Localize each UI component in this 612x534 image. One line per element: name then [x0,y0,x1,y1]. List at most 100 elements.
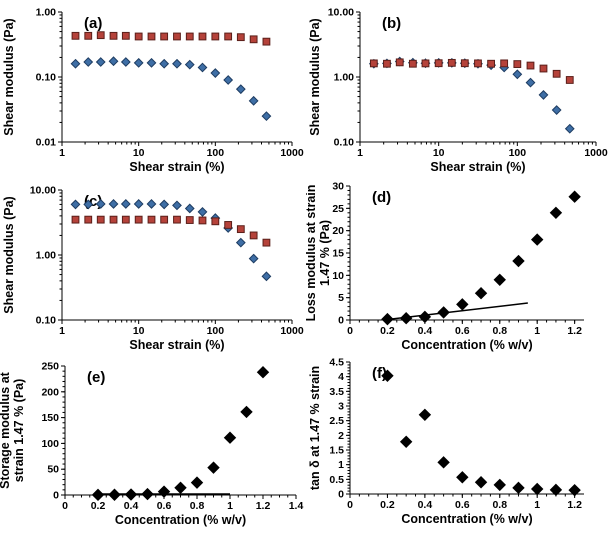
data-point-diamond [549,206,563,220]
data-point-diamond [184,203,195,214]
y-axis-title: strain 1.47 % (Pa) [12,379,26,483]
data-point-diamond [95,57,106,67]
data-point-diamond [120,199,131,209]
data-point-diamond [133,199,144,209]
x-axis-title: Concentration (% w/v) [401,338,532,352]
data-point-square [160,32,169,41]
data-point-square [460,59,469,68]
data-point-square [565,76,574,84]
data-point-square [71,31,80,40]
data-point-diamond [210,68,221,78]
chart-b-shear-modulus-vs-strain: 1 10 100 1000 10.00 1.00 0.10 Shear strain (%) S… [308,7,608,175]
x-tick-label: 1000 [280,325,304,337]
y-tick-label: 5 [338,292,344,304]
data-point-square [526,61,535,70]
data-point-diamond [197,207,208,217]
x-tick-label: 0.2 [91,500,106,512]
x-tick-label: 0.2 [380,499,395,511]
x-tick-label: 0 [62,500,68,512]
data-point-square [147,32,156,41]
panel-f: 0 0.2 0.4 0.6 0.8 1 1.2 0 0.5 1 1.5 2 2.5 3 3.5 4 4.5 Con… [306,356,612,534]
x-tick-label: 0.8 [492,325,507,337]
x-tick-label: 100 [509,147,527,159]
data-point-diamond [564,123,575,134]
data-point-square [395,58,404,67]
data-point-square [408,59,417,68]
panel-b: 1 10 100 1000 10.00 1.00 0.10 Shear strain (%) S… [306,0,612,178]
x-tick-label: 0.2 [380,325,395,337]
y-tick-label: 0.10 [334,137,355,149]
data-point-diamond [512,481,525,495]
x-axis-title: Shear strain (%) [129,338,224,352]
data-point-square [160,215,169,224]
data-point-square [198,32,207,41]
y-tick-label: 10.00 [328,7,354,19]
data-point-diamond [120,57,131,67]
data-point-square [185,216,194,224]
x-tick-label: 0.4 [124,500,139,512]
x-tick-label: 10 [433,147,445,159]
data-point-diamond [538,90,549,100]
data-point-square [421,59,430,68]
y-tick-label: 10 [332,270,344,282]
x-tick-label: 0 [347,325,353,337]
data-point-diamond [381,369,394,382]
x-tick-label: 0.4 [418,325,433,337]
series-black-diamonds [91,365,270,502]
panel-d: 0 0.2 0.4 0.6 0.8 1 1.2 0 5 10 15 20 25 30 Concentrati… [306,178,612,356]
data-point-diamond [172,200,182,211]
data-point-square [96,31,105,40]
data-point-square [211,217,220,226]
data-point-diamond [456,471,469,484]
chart-d-loss-modulus-vs-concentration: 0 0.2 0.4 0.6 0.8 1 1.2 0 5 10 15 20 25 30 Concentrati… [306,181,584,352]
panel-e: 0 0.2 0.4 0.6 0.8 1 1.2 1.4 0 50 100 150 200 250 Conce… [0,356,306,534]
data-point-diamond [223,75,234,85]
x-tick-label: 10 [133,147,145,159]
data-point-diamond [83,199,94,210]
x-tick-label: 0.4 [418,499,433,511]
data-point-square [211,32,220,41]
data-point-square [236,33,245,42]
data-point-square [236,225,245,234]
data-point-diamond [197,62,208,73]
y-tick-label: 30 [332,181,344,193]
data-point-square [84,215,93,224]
x-tick-label: 1.2 [567,499,582,511]
data-point-diamond [95,199,106,209]
chart-f-tan-delta-vs-concentration: 0 0.2 0.4 0.6 0.8 1 1.2 0 0.5 1 1.5 2 2.5 3 3.5 4 4.5 Con… [308,357,584,526]
data-point-diamond [240,405,253,419]
y-tick-label: 10.00 [30,185,56,197]
data-point-diamond [190,476,204,489]
x-tick-label: 1 [534,499,540,511]
y-tick-label: 2.5 [329,415,344,427]
x-tick-label: 0.8 [492,499,507,511]
data-point-diamond [399,312,413,325]
y-tick-label: 4 [338,371,344,383]
data-point-diamond [530,482,544,496]
data-point-square [224,221,233,229]
series-red-squares [71,31,271,46]
y-tick-label: 250 [41,361,59,373]
data-point-square [249,35,258,44]
y-tick-label: 1.00 [36,7,57,19]
data-point-diamond [474,476,488,489]
y-tick-label: 25 [332,203,344,215]
chart-a-shear-modulus-vs-strain: 1 10 100 1000 1.00 0.10 0.01 Shear strain (%) Sh… [2,7,304,175]
y-tick-label: 3.5 [329,386,344,398]
panel-c: 1 10 100 1000 10.00 1.00 0.10 Shear strain (%) S… [0,178,306,356]
y-tick-label: 1 [338,459,344,471]
y-tick-label: 0.10 [36,315,57,327]
data-point-square [500,59,509,68]
x-tick-label: 1000 [280,147,304,159]
x-axis-title: Concentration (% w/v) [115,513,246,527]
y-tick-label: 0 [338,489,344,501]
data-point-square [447,58,456,67]
data-point-diamond [437,306,450,319]
data-point-diamond [248,95,259,106]
data-point-square [109,31,118,40]
chart-e-storage-modulus-vs-concentration: 0 0.2 0.4 0.6 0.8 1 1.2 1.4 0 50 100 150 200 250 Conce… [0,361,303,528]
series-black-diamonds [381,369,581,497]
data-point-diamond [525,77,536,88]
data-point-square [134,32,143,41]
